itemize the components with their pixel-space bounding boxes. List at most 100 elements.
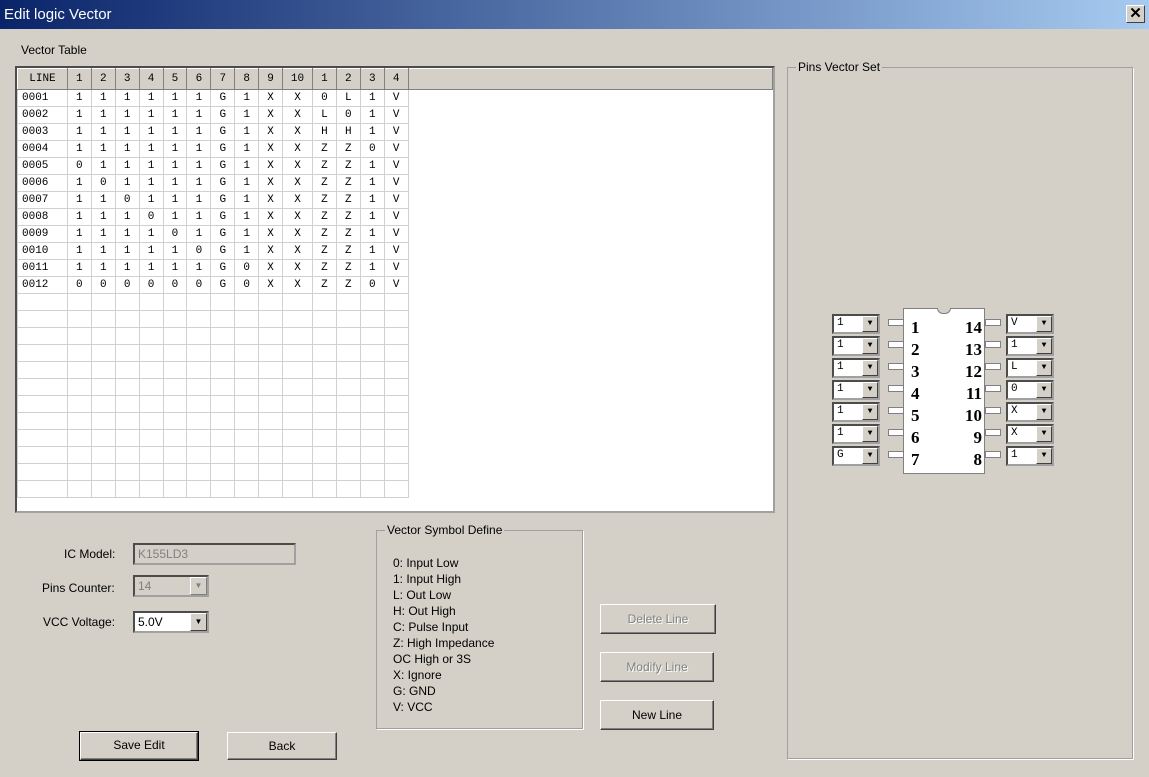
table-cell[interactable]: 1 xyxy=(66,106,92,124)
table-cell[interactable] xyxy=(114,429,140,447)
table-cell[interactable]: 1 xyxy=(90,123,116,141)
table-row[interactable]: 0002 1 1 1 1 1 1 G 1 X X L 0 1 V xyxy=(17,106,773,124)
table-cell[interactable]: 1 xyxy=(162,191,188,209)
table-cell[interactable] xyxy=(258,378,284,396)
table-cell[interactable]: 1 xyxy=(186,191,212,209)
table-cell[interactable]: X xyxy=(282,140,313,158)
table-cell[interactable]: G xyxy=(210,89,236,107)
table-cell[interactable] xyxy=(90,395,116,413)
table-cell[interactable]: G xyxy=(210,242,236,260)
column-header[interactable]: 5 xyxy=(162,68,188,90)
chevron-down-icon[interactable]: ▼ xyxy=(862,448,878,464)
table-cell[interactable] xyxy=(383,344,409,362)
table-cell[interactable]: 1 xyxy=(66,191,92,209)
table-cell[interactable] xyxy=(311,463,337,481)
table-cell[interactable]: V xyxy=(383,191,409,209)
table-cell[interactable] xyxy=(114,463,140,481)
table-cell[interactable] xyxy=(282,412,313,430)
table-cell[interactable] xyxy=(186,327,212,345)
table-cell[interactable] xyxy=(311,446,337,464)
table-cell[interactable] xyxy=(408,362,772,379)
table-cell[interactable]: Z xyxy=(311,157,337,175)
table-cell[interactable] xyxy=(210,361,236,379)
table-cell[interactable] xyxy=(17,378,68,396)
table-cell[interactable] xyxy=(335,480,361,498)
table-cell[interactable]: L xyxy=(311,106,337,124)
table-cell[interactable]: Z xyxy=(335,208,361,226)
table-cell[interactable] xyxy=(17,446,68,464)
table-cell[interactable]: 1 xyxy=(359,123,385,141)
table-cell[interactable] xyxy=(383,429,409,447)
table-cell[interactable] xyxy=(383,480,409,498)
table-cell[interactable] xyxy=(311,327,337,345)
table-cell[interactable]: X xyxy=(282,157,313,175)
table-cell[interactable] xyxy=(66,361,92,379)
table-cell[interactable]: 1 xyxy=(114,106,140,124)
pin-2-select[interactable]: 1 ▼ xyxy=(832,336,880,356)
table-cell[interactable]: 0003 xyxy=(17,123,68,141)
table-cell[interactable] xyxy=(66,446,92,464)
table-cell[interactable] xyxy=(335,361,361,379)
table-cell[interactable] xyxy=(186,395,212,413)
table-cell[interactable] xyxy=(335,446,361,464)
pin-4-select[interactable]: 1 ▼ xyxy=(832,380,880,400)
table-cell[interactable]: 0 xyxy=(114,191,140,209)
table-cell[interactable] xyxy=(162,480,188,498)
table-row[interactable]: 0012 0 0 0 0 0 0 G 0 X X Z Z 0 V xyxy=(17,276,773,294)
table-cell[interactable]: 0 xyxy=(90,174,116,192)
table-cell[interactable] xyxy=(162,327,188,345)
table-cell[interactable]: 0 xyxy=(311,89,337,107)
table-cell[interactable] xyxy=(359,412,385,430)
table-cell[interactable]: 1 xyxy=(114,157,140,175)
table-cell[interactable] xyxy=(186,429,212,447)
table-cell[interactable] xyxy=(162,395,188,413)
table-cell[interactable]: 0 xyxy=(138,276,164,294)
table-cell[interactable]: X xyxy=(282,123,313,141)
table-cell[interactable] xyxy=(17,463,68,481)
back-button[interactable]: Back xyxy=(227,732,337,760)
table-cell[interactable] xyxy=(359,344,385,362)
table-cell[interactable] xyxy=(234,446,260,464)
table-cell[interactable] xyxy=(258,361,284,379)
table-cell[interactable] xyxy=(408,379,772,396)
table-cell[interactable] xyxy=(282,344,313,362)
table-cell[interactable]: G xyxy=(210,208,236,226)
table-cell[interactable] xyxy=(186,480,212,498)
table-row[interactable]: 0003 1 1 1 1 1 1 G 1 X X H H 1 V xyxy=(17,123,773,141)
table-cell[interactable]: Z xyxy=(335,191,361,209)
table-cell[interactable] xyxy=(17,293,68,311)
table-cell[interactable] xyxy=(66,310,92,328)
table-cell[interactable] xyxy=(408,430,772,447)
table-cell[interactable]: V xyxy=(383,259,409,277)
table-cell[interactable]: 1 xyxy=(162,242,188,260)
table-cell[interactable]: G xyxy=(210,276,236,294)
table-cell[interactable]: 0009 xyxy=(17,225,68,243)
table-cell[interactable]: Z xyxy=(335,259,361,277)
table-cell[interactable] xyxy=(408,226,772,243)
table-cell[interactable] xyxy=(234,293,260,311)
table-cell[interactable] xyxy=(186,361,212,379)
table-cell[interactable]: X xyxy=(258,157,284,175)
pin-3-select[interactable]: 1 ▼ xyxy=(832,358,880,378)
table-cell[interactable] xyxy=(90,446,116,464)
chevron-down-icon[interactable]: ▼ xyxy=(1036,448,1052,464)
table-row[interactable]: 0009 1 1 1 1 0 1 G 1 X X Z Z 1 V xyxy=(17,225,773,243)
pin-8-select[interactable]: 1 ▼ xyxy=(1006,446,1054,466)
table-cell[interactable] xyxy=(114,361,140,379)
table-cell[interactable]: X xyxy=(282,89,313,107)
table-row[interactable] xyxy=(17,429,773,447)
table-cell[interactable] xyxy=(408,328,772,345)
table-cell[interactable]: 1 xyxy=(114,225,140,243)
pin-10-select[interactable]: X ▼ xyxy=(1006,402,1054,422)
delete-line-button[interactable]: Delete Line xyxy=(600,604,716,634)
table-cell[interactable]: 1 xyxy=(234,191,260,209)
table-cell[interactable] xyxy=(138,480,164,498)
table-cell[interactable] xyxy=(17,310,68,328)
table-cell[interactable] xyxy=(359,446,385,464)
table-cell[interactable] xyxy=(383,293,409,311)
table-cell[interactable] xyxy=(90,327,116,345)
table-cell[interactable] xyxy=(210,327,236,345)
table-cell[interactable]: 1 xyxy=(114,174,140,192)
table-cell[interactable]: Z xyxy=(335,174,361,192)
table-cell[interactable] xyxy=(90,293,116,311)
